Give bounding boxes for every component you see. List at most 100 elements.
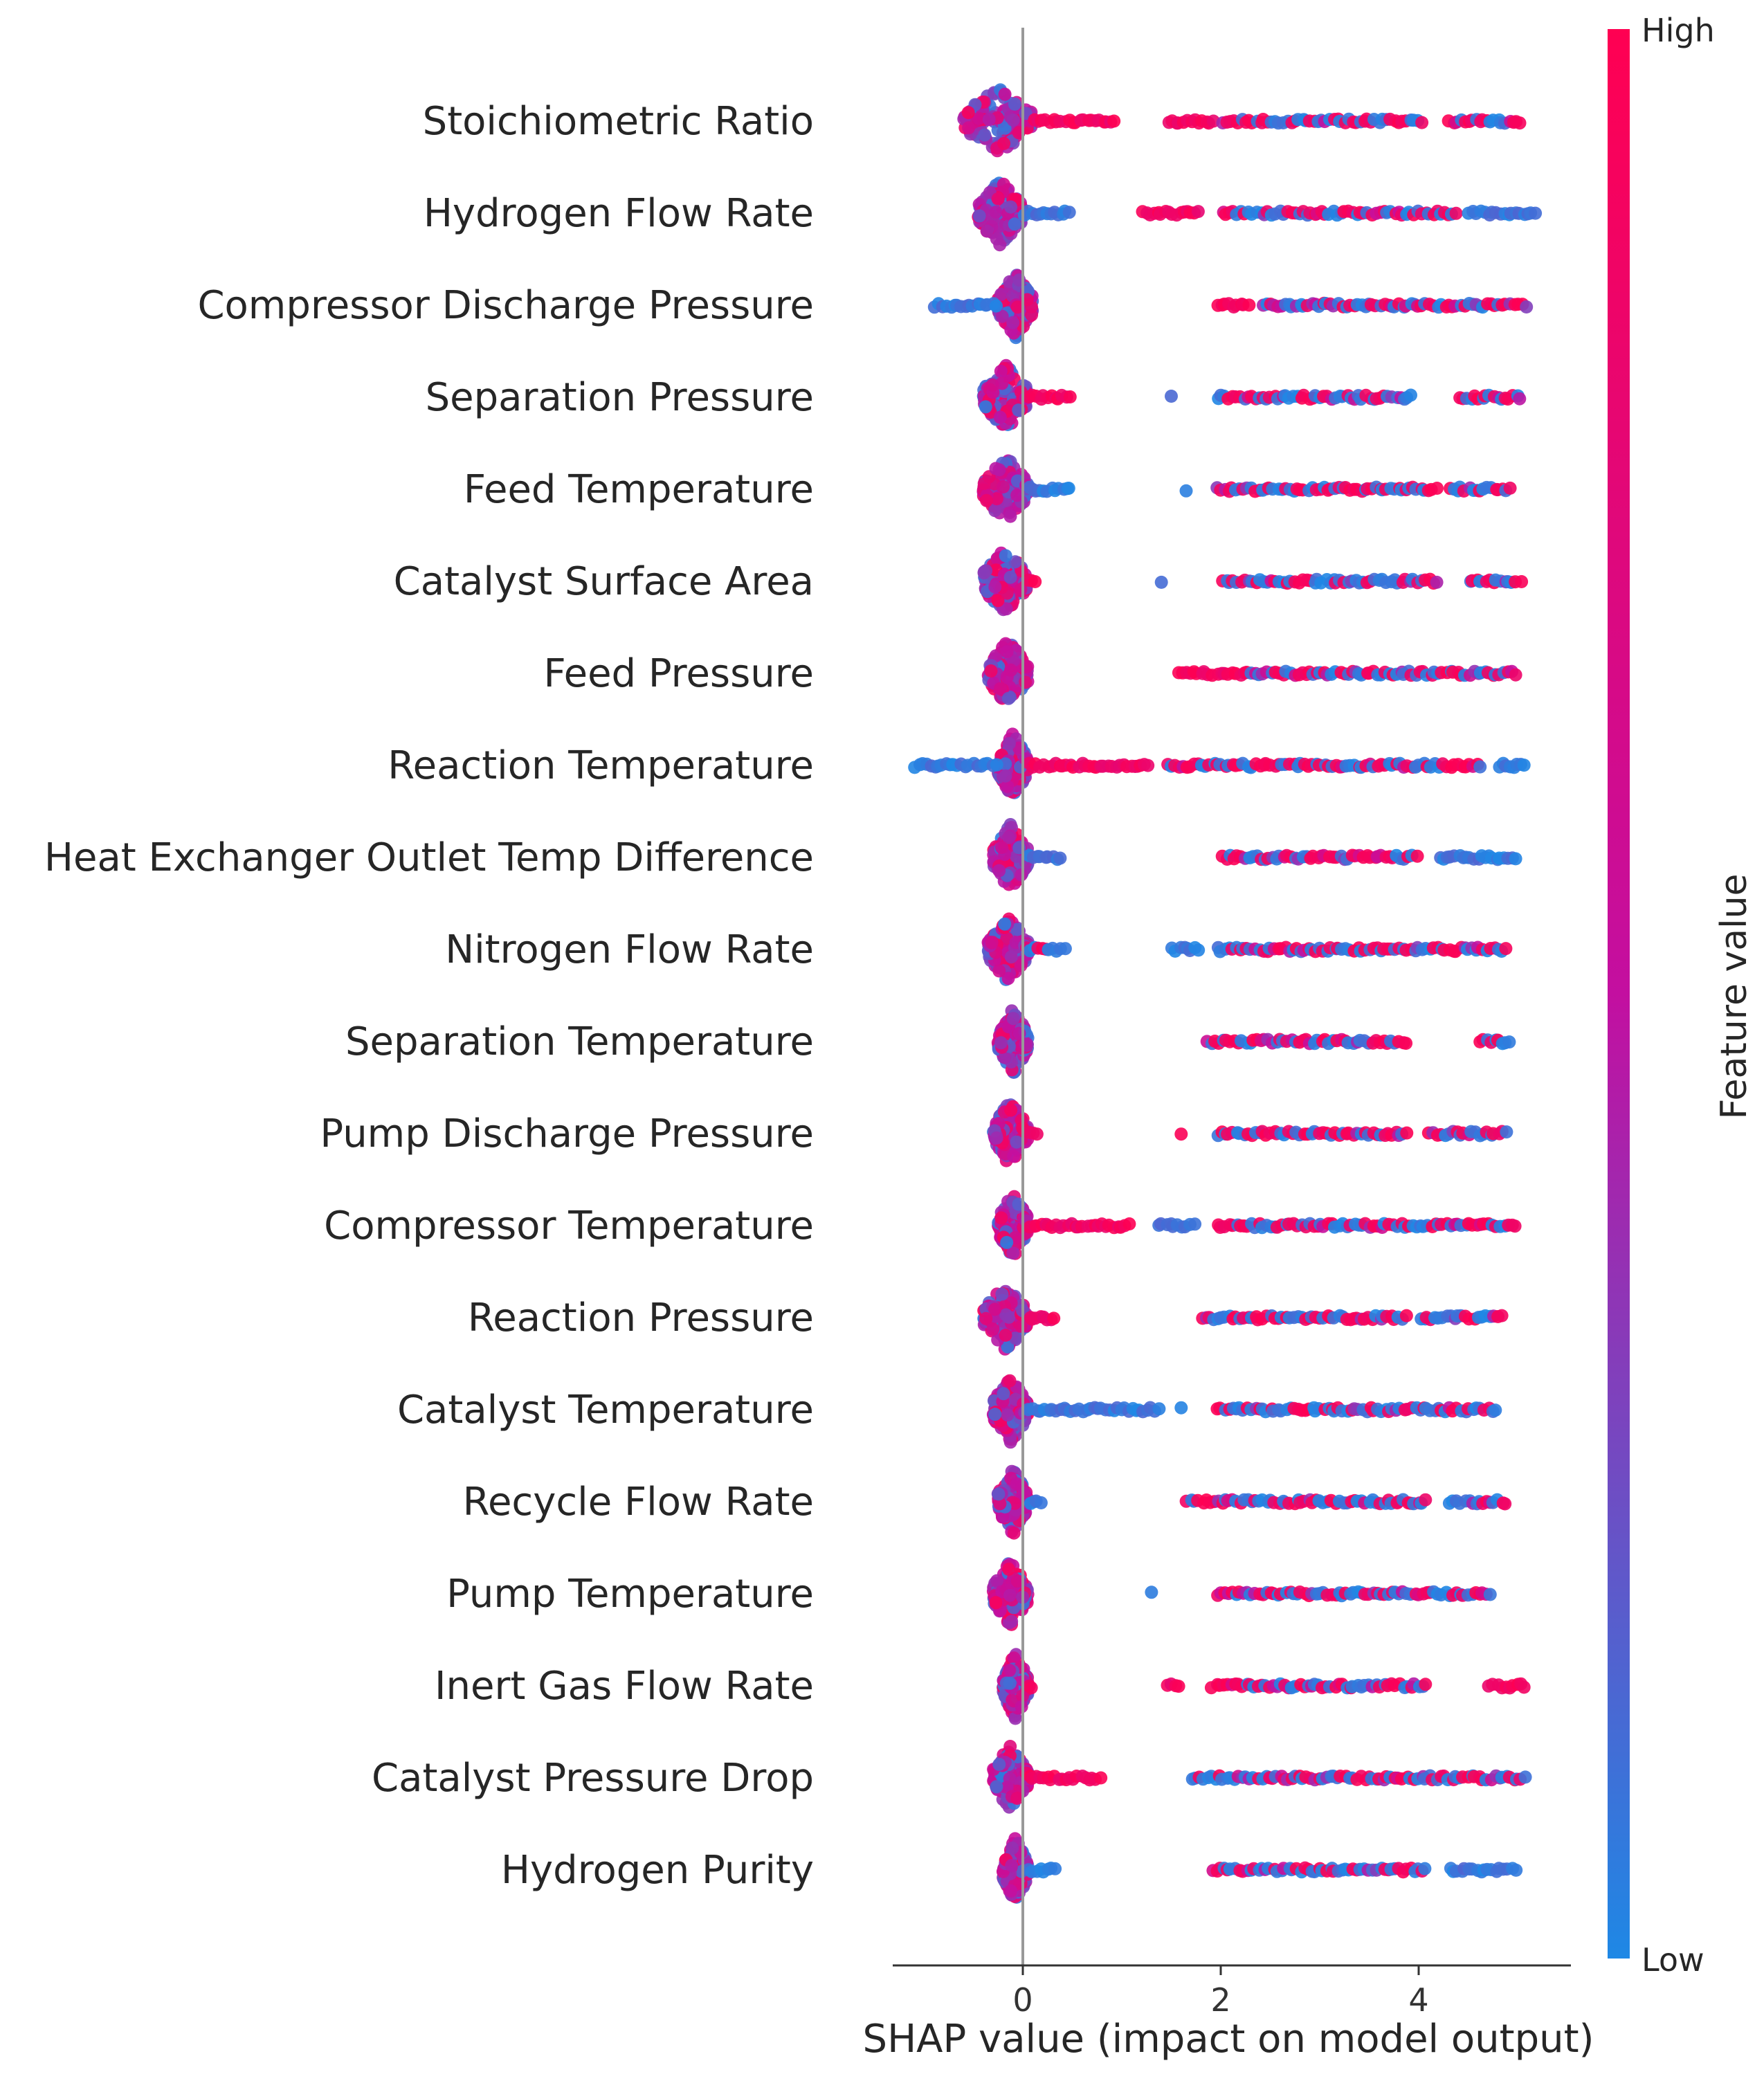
- feature-label: Feed Temperature: [464, 467, 814, 512]
- shap-point: [1008, 97, 1021, 111]
- feature-row-points: [976, 454, 1517, 523]
- shap-point: [990, 1131, 1003, 1145]
- shap-point: [1410, 849, 1424, 863]
- shap-point: [997, 1387, 1010, 1401]
- shap-point: [1430, 575, 1444, 589]
- shap-point: [1415, 116, 1429, 129]
- shap-point: [979, 564, 993, 578]
- shap-point: [1499, 942, 1513, 956]
- shap-point: [998, 87, 1012, 101]
- shap-point: [1517, 758, 1531, 772]
- shap-point: [1502, 1035, 1516, 1049]
- shap-point: [1145, 1585, 1158, 1599]
- shap-point: [1048, 1862, 1062, 1875]
- feature-row-points: [972, 176, 1543, 252]
- shap-point: [1004, 1103, 1018, 1117]
- shap-point: [1518, 1770, 1532, 1784]
- shap-point: [989, 206, 1003, 219]
- shap-point: [1520, 300, 1534, 313]
- shap-point: [1002, 1563, 1016, 1576]
- feature-row-points: [987, 818, 1522, 891]
- shap-point: [990, 1780, 1003, 1794]
- feature-row-points: [986, 1557, 1497, 1631]
- shap-point: [999, 1328, 1012, 1342]
- shap-point: [999, 549, 1012, 563]
- feature-label: Pump Discharge Pressure: [320, 1111, 814, 1156]
- shap-point: [1498, 1497, 1512, 1511]
- shap-point: [995, 309, 1009, 323]
- feature-row-points: [992, 1190, 1522, 1260]
- shap-point: [1001, 691, 1015, 705]
- shap-point: [1152, 1402, 1166, 1416]
- shap-point: [999, 602, 1013, 616]
- shap-point: [1513, 116, 1527, 130]
- shap-point: [1030, 1127, 1044, 1141]
- shap-point: [992, 864, 1006, 878]
- shap-point: [988, 1408, 1002, 1421]
- shap-point: [1004, 663, 1018, 677]
- shap-point: [1006, 1012, 1020, 1026]
- shap-point: [985, 936, 999, 949]
- feature-row-points: [957, 83, 1527, 158]
- shap-point: [1005, 1615, 1019, 1628]
- shap-point: [979, 1311, 993, 1325]
- shap-point: [1000, 586, 1014, 600]
- shap-point: [1010, 923, 1024, 936]
- shap-point: [962, 121, 976, 135]
- feature-label: Heat Exchanger Outlet Temp Difference: [44, 835, 814, 880]
- colorbar-high-label: High: [1642, 12, 1715, 49]
- feature-label: Hydrogen Purity: [501, 1848, 814, 1893]
- shap-point: [1004, 950, 1018, 964]
- feature-row-points: [977, 1284, 1509, 1356]
- x-ticks: 0 2 4: [1012, 1965, 1429, 2019]
- shap-point: [989, 1596, 1003, 1610]
- feature-label: Recycle Flow Rate: [463, 1480, 814, 1525]
- shap-point: [961, 106, 975, 120]
- shap-point: [1010, 489, 1024, 502]
- shap-point: [991, 192, 1005, 206]
- shap-point: [1019, 675, 1033, 689]
- shap-point: [1141, 758, 1155, 772]
- shap-point: [1419, 1493, 1433, 1507]
- shap-point: [1006, 316, 1020, 329]
- colorbar: High Low Feature value: [1608, 12, 1755, 1979]
- shap-point: [1004, 200, 1018, 214]
- shap-point: [1062, 206, 1076, 219]
- shap-point: [1000, 645, 1014, 659]
- shap-point: [980, 224, 994, 238]
- shap-point: [993, 238, 1007, 252]
- shap-point: [1003, 1588, 1017, 1602]
- x-tick-label: 2: [1210, 1981, 1230, 2019]
- feature-row-points: [987, 1740, 1532, 1814]
- shap-point: [990, 758, 1003, 772]
- shap-point: [1509, 668, 1522, 682]
- shap-point: [1418, 1862, 1432, 1875]
- shap-point: [995, 841, 1008, 855]
- shap-point: [991, 594, 1005, 608]
- feature-label: Catalyst Pressure Drop: [372, 1756, 814, 1801]
- feature-row-points: [977, 546, 1529, 617]
- shap-point: [992, 964, 1006, 978]
- shap-point: [1053, 851, 1067, 865]
- shap-point: [992, 1758, 1006, 1771]
- shap-point: [1500, 1125, 1513, 1139]
- shap-point: [1010, 1574, 1024, 1588]
- x-tick-label: 0: [1012, 1981, 1033, 2019]
- shap-point: [1399, 1037, 1413, 1050]
- shap-point: [1404, 388, 1417, 402]
- feature-label: Reaction Pressure: [468, 1296, 814, 1341]
- shap-point: [1002, 830, 1015, 844]
- shap-point: [1192, 943, 1206, 957]
- shap-point: [1489, 1403, 1502, 1417]
- shap-point: [1503, 481, 1517, 495]
- shap-point: [1509, 852, 1522, 866]
- shap-point: [1008, 1711, 1022, 1725]
- shap-point: [1010, 1135, 1024, 1149]
- shap-point: [1529, 206, 1543, 220]
- shap-point: [1003, 509, 1017, 523]
- shap-point: [992, 1487, 1006, 1501]
- shap-point: [1191, 205, 1205, 219]
- shap-point: [1003, 1676, 1017, 1690]
- shap-point: [996, 1510, 1010, 1524]
